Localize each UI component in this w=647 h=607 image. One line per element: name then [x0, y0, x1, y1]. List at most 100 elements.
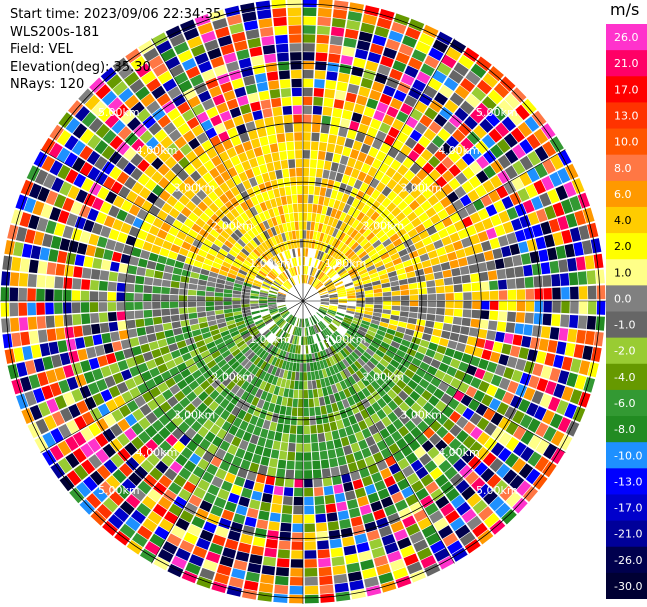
- velocity-gate: [96, 378, 108, 392]
- velocity-gate: [303, 363, 307, 372]
- velocity-gate: [152, 433, 165, 446]
- velocity-gate: [303, 381, 308, 390]
- velocity-gate: [286, 314, 293, 323]
- velocity-gate: [444, 99, 459, 114]
- velocity-gate: [359, 182, 369, 193]
- velocity-gate: [304, 559, 317, 568]
- velocity-gate: [116, 292, 125, 301]
- velocity-gate: [135, 275, 145, 285]
- velocity-gate: [103, 413, 117, 427]
- velocity-gate: [18, 273, 29, 287]
- velocity-gate: [151, 348, 162, 359]
- velocity-gate: [292, 398, 298, 408]
- velocity-gate: [179, 540, 195, 553]
- velocity-gate: [234, 163, 245, 174]
- velocity-gate: [227, 272, 237, 279]
- velocity-gate: [222, 261, 232, 269]
- velocity-gate: [407, 379, 418, 390]
- velocity-gate: [375, 150, 387, 162]
- velocity-gate: [470, 377, 482, 389]
- velocity-gate: [296, 176, 303, 186]
- velocity-gate: [315, 513, 327, 523]
- velocity-gate: [99, 322, 110, 333]
- velocity-gate: [442, 418, 455, 431]
- velocity-gate: [252, 426, 262, 436]
- velocity-gate: [250, 251, 259, 260]
- velocity-gate: [283, 487, 294, 497]
- velocity-gate: [361, 428, 372, 439]
- velocity-gate: [354, 487, 367, 499]
- velocity-gate: [426, 314, 436, 321]
- velocity-gate: [389, 359, 400, 369]
- velocity-gate: [398, 507, 412, 520]
- velocity-gate: [323, 339, 330, 348]
- velocity-gate: [453, 62, 469, 77]
- velocity-gate: [199, 529, 214, 542]
- velocity-gate: [323, 317, 331, 325]
- velocity-gate: [180, 368, 191, 379]
- velocity-gate: [476, 155, 490, 169]
- velocity-gate: [57, 440, 72, 456]
- velocity-gate: [320, 294, 329, 298]
- velocity-gate: [541, 175, 555, 191]
- velocity-gate: [320, 275, 328, 282]
- velocity-gate: [183, 218, 195, 229]
- velocity-gate: [414, 100, 428, 114]
- velocity-gate: [232, 307, 242, 313]
- velocity-gate: [217, 359, 227, 368]
- velocity-gate: [347, 157, 357, 168]
- velocity-gate: [518, 463, 534, 479]
- range-ring-label: 4.00km: [136, 446, 178, 459]
- velocity-gate: [45, 302, 54, 315]
- velocity-gate: [319, 450, 328, 460]
- velocity-gate: [281, 351, 287, 360]
- velocity-gate: [230, 265, 240, 272]
- velocity-gate: [81, 177, 94, 192]
- velocity-gate: [269, 247, 276, 257]
- velocity-gate: [349, 340, 358, 348]
- velocity-gate: [125, 494, 141, 509]
- velocity-gate: [212, 94, 226, 106]
- velocity-gate: [555, 245, 567, 259]
- velocity-gate: [323, 215, 330, 225]
- velocity-gate: [100, 67, 117, 83]
- velocity-gate: [319, 291, 328, 296]
- velocity-gate: [345, 425, 354, 436]
- velocity-gate: [371, 401, 382, 413]
- velocity-gate: [291, 230, 297, 240]
- velocity-gate: [379, 122, 391, 134]
- velocity-gate: [522, 486, 538, 502]
- velocity-gate: [259, 299, 268, 301]
- velocity-gate: [503, 367, 515, 380]
- velocity-gate: [86, 493, 102, 509]
- velocity-gate: [203, 419, 214, 431]
- velocity-gate: [464, 538, 481, 554]
- velocity-gate: [146, 100, 161, 114]
- velocity-gate: [179, 307, 188, 314]
- velocity-gate: [274, 279, 283, 286]
- velocity-gate: [237, 409, 247, 420]
- velocity-gate: [558, 328, 569, 342]
- velocity-gate: [519, 172, 532, 187]
- velocity-gate: [266, 530, 279, 540]
- velocity-gate: [117, 320, 127, 331]
- velocity-gate: [569, 227, 581, 242]
- velocity-gate: [458, 122, 472, 137]
- velocity-gate: [254, 118, 265, 129]
- velocity-gate: [289, 425, 297, 434]
- velocity-gate: [287, 315, 294, 323]
- velocity-gate: [386, 363, 397, 373]
- velocity-gate: [205, 253, 216, 262]
- velocity-gate: [321, 252, 327, 262]
- velocity-gate: [353, 179, 363, 190]
- velocity-gate: [498, 290, 508, 300]
- velocity-gate: [467, 456, 482, 470]
- colorbar-tick-label: 13.0: [614, 109, 639, 122]
- velocity-gate: [333, 411, 342, 421]
- velocity-gate: [595, 316, 605, 331]
- velocity-gate: [440, 196, 452, 208]
- velocity-gate: [145, 268, 155, 278]
- velocity-gate: [374, 26, 390, 38]
- velocity-gate: [435, 474, 449, 488]
- velocity-gate: [456, 501, 471, 516]
